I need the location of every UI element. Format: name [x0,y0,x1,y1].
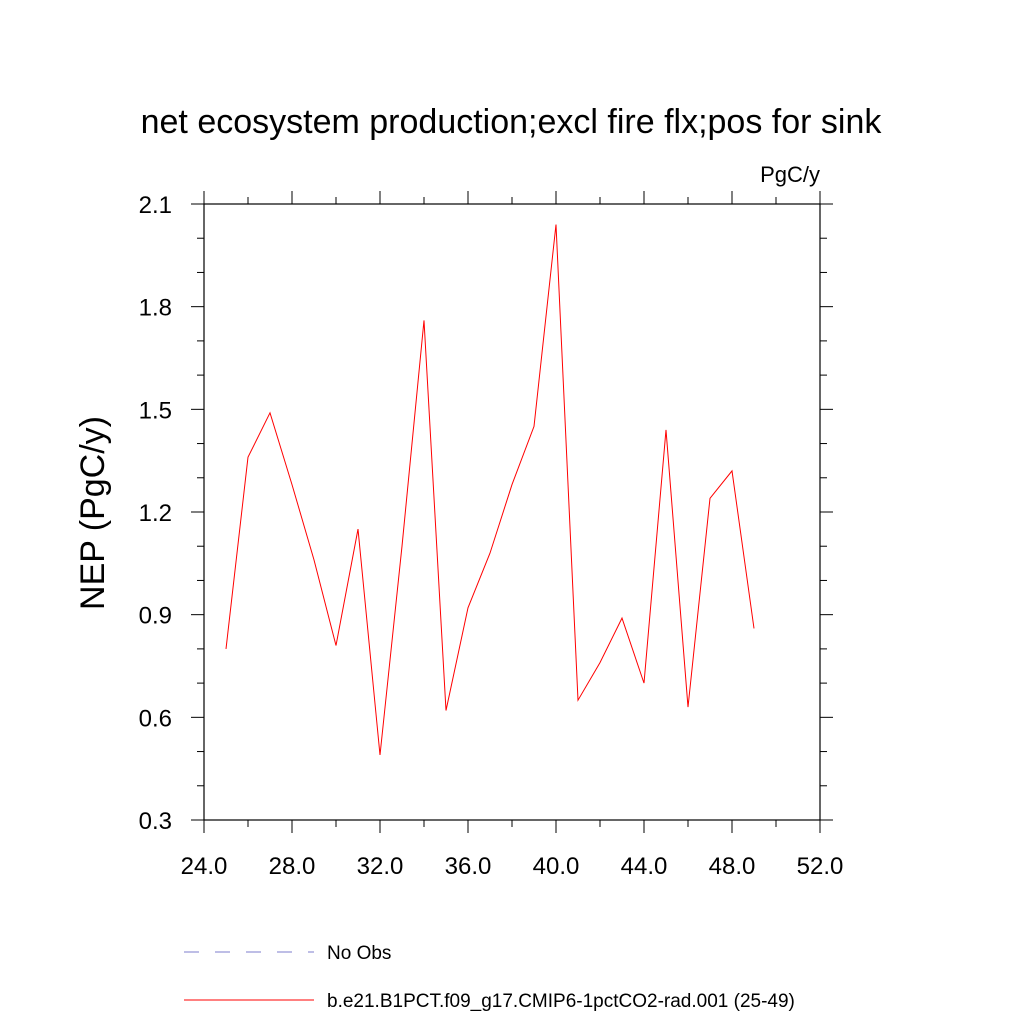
y-tick-label: 2.1 [139,192,172,219]
y-tick-label: 1.8 [139,295,172,322]
y-axis-label: NEP (PgC/y) [74,416,112,610]
x-tick-label: 36.0 [445,853,492,880]
axis-ticks: 24.0 28.0 32.0 36.0 40.0 44.0 48.0 52.0 0.3 0.6 0.… [139,191,844,880]
x-tick-label: 32.0 [357,853,404,880]
legend: No Obs b.e21.B1PCT.f09_g17.CMIP6-1pctCO2-… [184,943,795,1012]
chart-title: net ecosystem production;excl fire flx;p… [141,103,883,141]
y-tick-label: 1.2 [139,500,172,527]
units-label: PgC/y [760,162,820,187]
y-tick-label: 1.5 [139,397,172,424]
plot-frame [203,203,821,821]
x-tick-label: 52.0 [797,853,844,880]
x-tick-label: 48.0 [709,853,756,880]
x-tick-label: 44.0 [621,853,668,880]
x-tick-label: 40.0 [533,853,580,880]
series-layer [225,224,755,756]
y-tick-label: 0.3 [139,808,172,835]
y-tick-label: 0.6 [139,705,172,732]
x-tick-label: 24.0 [181,853,228,880]
x-tick-label: 28.0 [269,853,316,880]
legend-label: No Obs [327,943,391,964]
y-tick-label: 0.9 [139,603,172,630]
legend-label: b.e21.B1PCT.f09_g17.CMIP6-1pctCO2-rad.00… [327,991,795,1012]
series-line [225,224,755,756]
